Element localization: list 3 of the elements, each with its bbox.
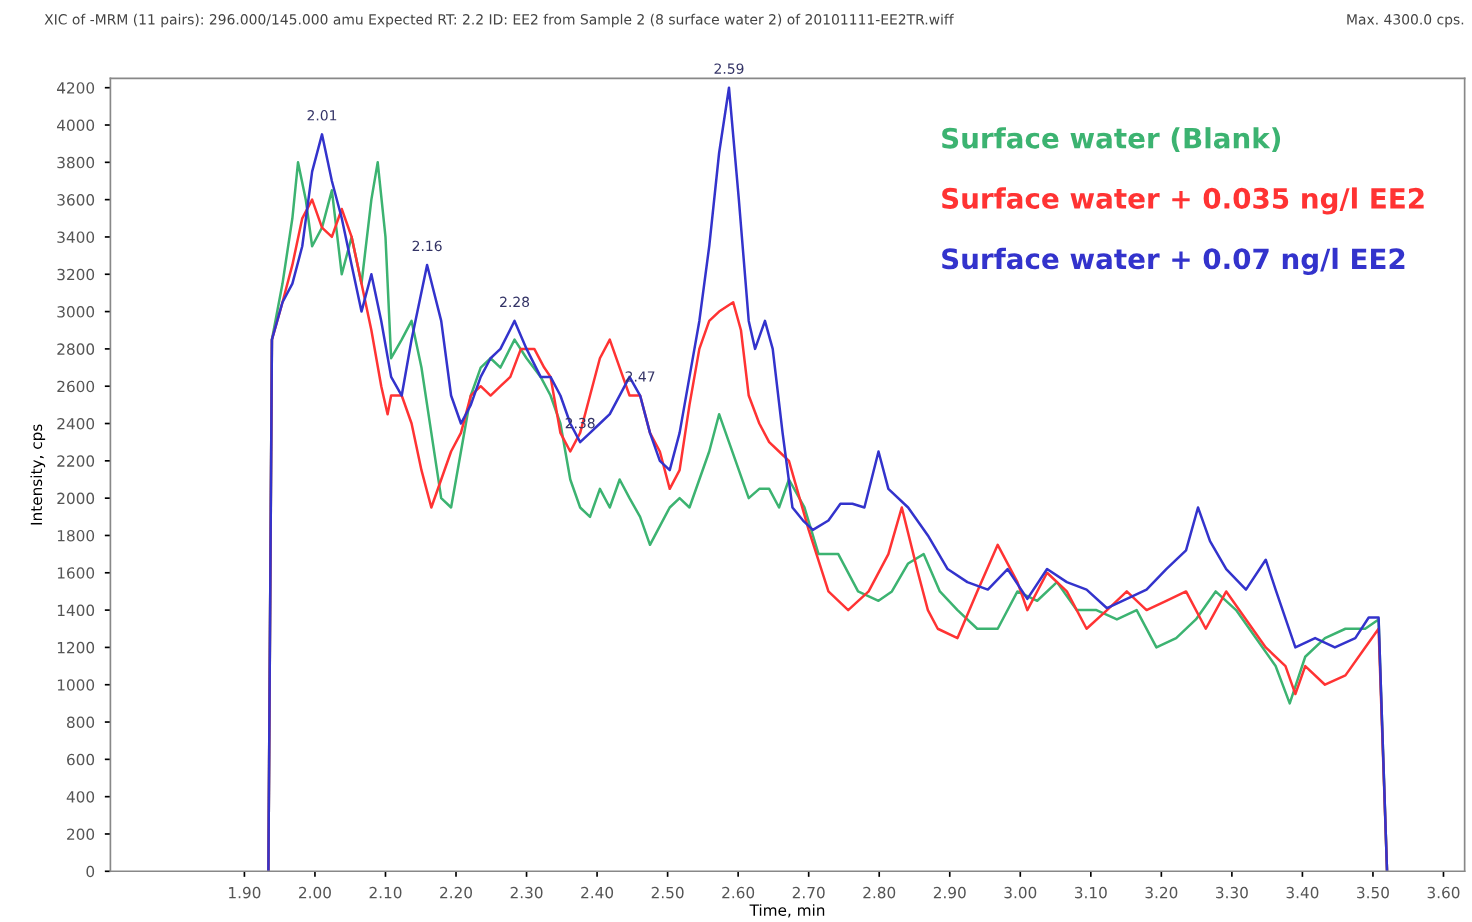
text: Surface water + 0.035 ng/l EE2: [942, 187, 1424, 215]
text: Surface water (Blank): [942, 127, 1281, 152]
text: Surface water + 0.07 ng/l EE2: [942, 247, 1405, 275]
